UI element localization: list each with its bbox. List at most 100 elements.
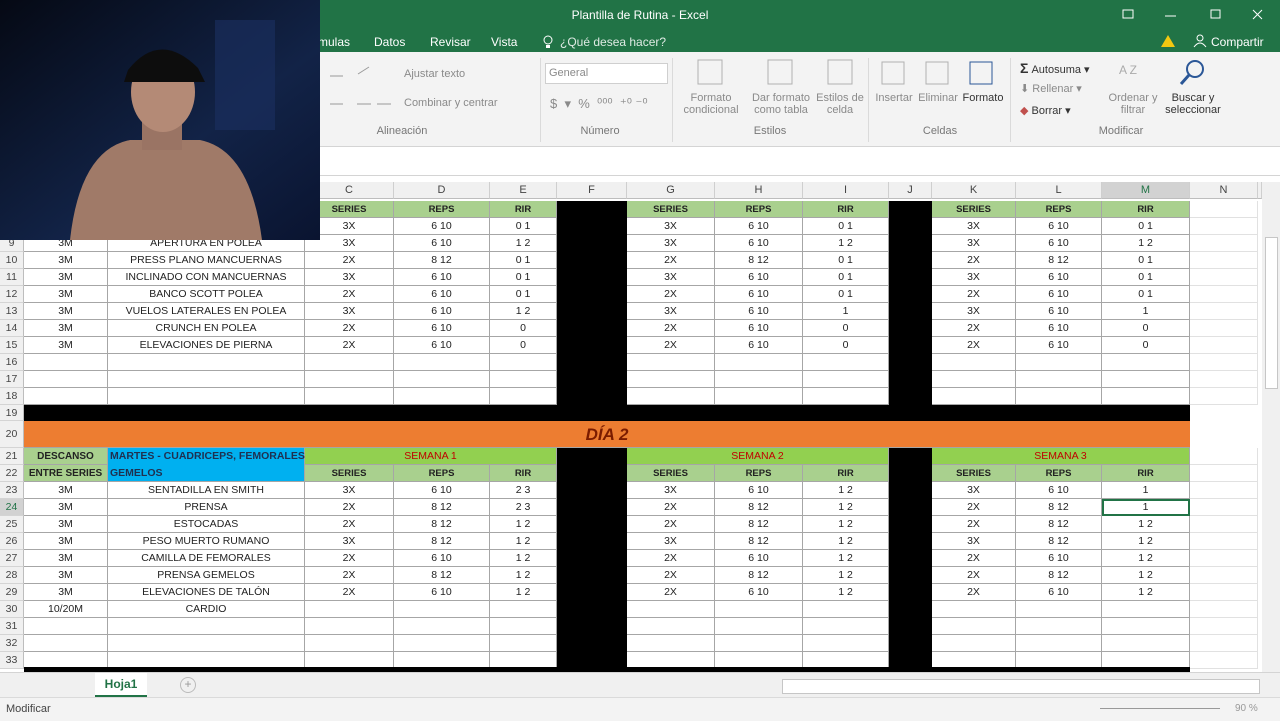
- cell: 2X: [627, 286, 715, 303]
- row-header: 25: [0, 516, 24, 533]
- cell: ELEVACIONES DE TALÓN: [108, 584, 305, 601]
- cell: 1: [1102, 303, 1190, 320]
- row-header: 26: [0, 533, 24, 550]
- black-column: [889, 337, 932, 354]
- cell: [108, 354, 305, 371]
- cell: 3X: [932, 533, 1016, 550]
- cell: 2X: [932, 320, 1016, 337]
- cell: 3M: [24, 499, 108, 516]
- group-label: Alineación: [376, 125, 428, 137]
- align-icons: [330, 66, 391, 105]
- ribbon-tab[interactable]: Datos: [374, 35, 406, 49]
- ribbon-tab[interactable]: mulas: [318, 35, 351, 49]
- scroll-thumb[interactable]: [1265, 237, 1278, 389]
- bulb-icon: [543, 35, 553, 48]
- row-header: 31: [0, 618, 24, 635]
- cell: 1 2: [490, 533, 557, 550]
- cell: DESCANSO: [24, 448, 108, 465]
- black-column: [557, 286, 627, 303]
- cell: 8 12: [1016, 516, 1102, 533]
- autosum-label: Autosuma: [1031, 64, 1081, 76]
- cell: 1 2: [1102, 550, 1190, 567]
- svg-text:A Z: A Z: [1119, 63, 1137, 77]
- wrap-text[interactable]: Ajustar texto: [404, 68, 466, 80]
- sheet-tab[interactable]: Hoja1: [95, 673, 147, 698]
- black-column: [557, 533, 627, 550]
- zoom-slider[interactable]: [1100, 708, 1220, 709]
- insert-cells[interactable]: Insertar: [875, 92, 913, 104]
- window-title: Plantilla de Rutina - Excel: [571, 8, 709, 22]
- cell: 3X: [305, 218, 394, 235]
- window-controls[interactable]: [1120, 6, 1270, 24]
- cell: 1 2: [1102, 584, 1190, 601]
- format-cells[interactable]: Formato: [962, 92, 1004, 104]
- cell: 1 2: [490, 584, 557, 601]
- cell: [627, 388, 715, 405]
- delete-cells[interactable]: Eliminar: [918, 92, 958, 104]
- ribbon-tab[interactable]: Vista: [491, 35, 518, 49]
- cell: [490, 354, 557, 371]
- ribbon-tab[interactable]: Revisar: [430, 35, 471, 49]
- column-header: D: [394, 182, 490, 199]
- cell: 6 10: [394, 550, 490, 567]
- cell: 2X: [305, 567, 394, 584]
- black-column: [557, 388, 627, 405]
- cell: 8 12: [715, 567, 803, 584]
- cell: [627, 601, 715, 618]
- fill[interactable]: ⬇ Rellenar ▾: [1020, 83, 1082, 95]
- format-as-table[interactable]: Dar formato como tabla: [751, 92, 811, 116]
- cell: 2X: [932, 252, 1016, 269]
- cell: 6 10: [394, 218, 490, 235]
- cell: 1 2: [803, 584, 889, 601]
- cell: 2X: [932, 550, 1016, 567]
- conditional-format[interactable]: Formato condicional: [683, 92, 739, 116]
- cell: [1190, 337, 1258, 354]
- cell: RIR: [1102, 201, 1190, 218]
- cell: [1190, 252, 1258, 269]
- cell: [108, 618, 305, 635]
- row-header: 29: [0, 584, 24, 601]
- find-select[interactable]: Buscar y seleccionar: [1165, 92, 1221, 116]
- cell: SENTADILLA EN SMITH: [108, 482, 305, 499]
- sort-filter[interactable]: Ordenar y filtrar: [1108, 92, 1158, 116]
- cell: 0: [803, 320, 889, 337]
- cell: 6 10: [1016, 286, 1102, 303]
- clear[interactable]: ◆ Borrar ▾: [1020, 105, 1071, 117]
- cell: 0 1: [803, 269, 889, 286]
- autosum[interactable]: Σ Autosuma ▾: [1020, 60, 1090, 76]
- cell: 6 10: [1016, 337, 1102, 354]
- column-header: M: [1102, 182, 1190, 199]
- tell-me[interactable]: ¿Qué desea hacer?: [560, 35, 667, 49]
- cell: CARDIO: [108, 601, 305, 618]
- cell: SERIES: [627, 465, 715, 482]
- merge-center[interactable]: Combinar y centrar: [404, 97, 498, 109]
- cell: [305, 388, 394, 405]
- column-header: N: [1190, 182, 1258, 199]
- cell: 3X: [305, 235, 394, 252]
- number-format[interactable]: General: [545, 63, 668, 84]
- cell: [305, 601, 394, 618]
- cell: BANCO SCOTT POLEA: [108, 286, 305, 303]
- add-sheet[interactable]: +: [180, 677, 196, 693]
- cell: 6 10: [715, 269, 803, 286]
- cell: SERIES: [932, 201, 1016, 218]
- horizontal-scrollbar[interactable]: [782, 679, 1260, 694]
- cell: 8 12: [394, 499, 490, 516]
- cell: 6 10: [1016, 584, 1102, 601]
- cell: 8 12: [715, 533, 803, 550]
- cell: [1190, 269, 1258, 286]
- cell: 6 10: [394, 337, 490, 354]
- vertical-scrollbar[interactable]: [1262, 182, 1280, 672]
- black-column: [889, 371, 932, 388]
- cell: [1016, 354, 1102, 371]
- cell: [1190, 235, 1258, 252]
- number-icons[interactable]: $ ▾ % ⁰⁰⁰ ⁺⁰ ⁻⁰: [550, 96, 648, 111]
- cell: [1102, 388, 1190, 405]
- cell: [1190, 567, 1258, 584]
- column-header: I: [803, 182, 889, 199]
- cell: 3X: [627, 482, 715, 499]
- cell: [394, 635, 490, 652]
- cell-styles[interactable]: Estilos de celda: [816, 92, 864, 116]
- row-header: 33: [0, 652, 24, 669]
- share-button[interactable]: Compartir: [1211, 35, 1264, 49]
